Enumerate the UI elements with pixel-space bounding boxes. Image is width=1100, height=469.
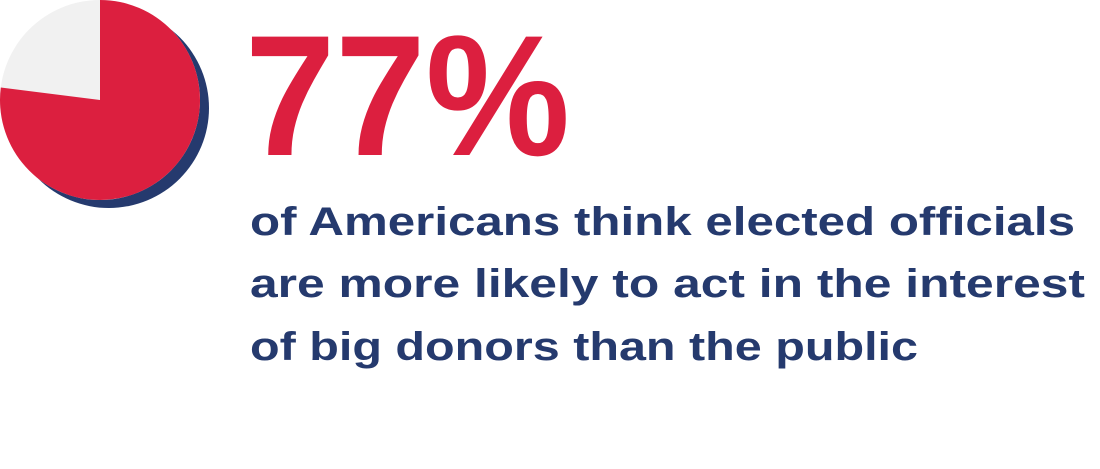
- caption-line: are more likely to act in the interest: [250, 262, 1085, 306]
- caption-line: of Americans think elected officials: [250, 200, 1075, 244]
- pie-slice: [0, 0, 200, 200]
- big-number: 77%: [245, 0, 570, 192]
- caption-line: of big donors than the public: [250, 325, 918, 369]
- pie: [0, 0, 200, 200]
